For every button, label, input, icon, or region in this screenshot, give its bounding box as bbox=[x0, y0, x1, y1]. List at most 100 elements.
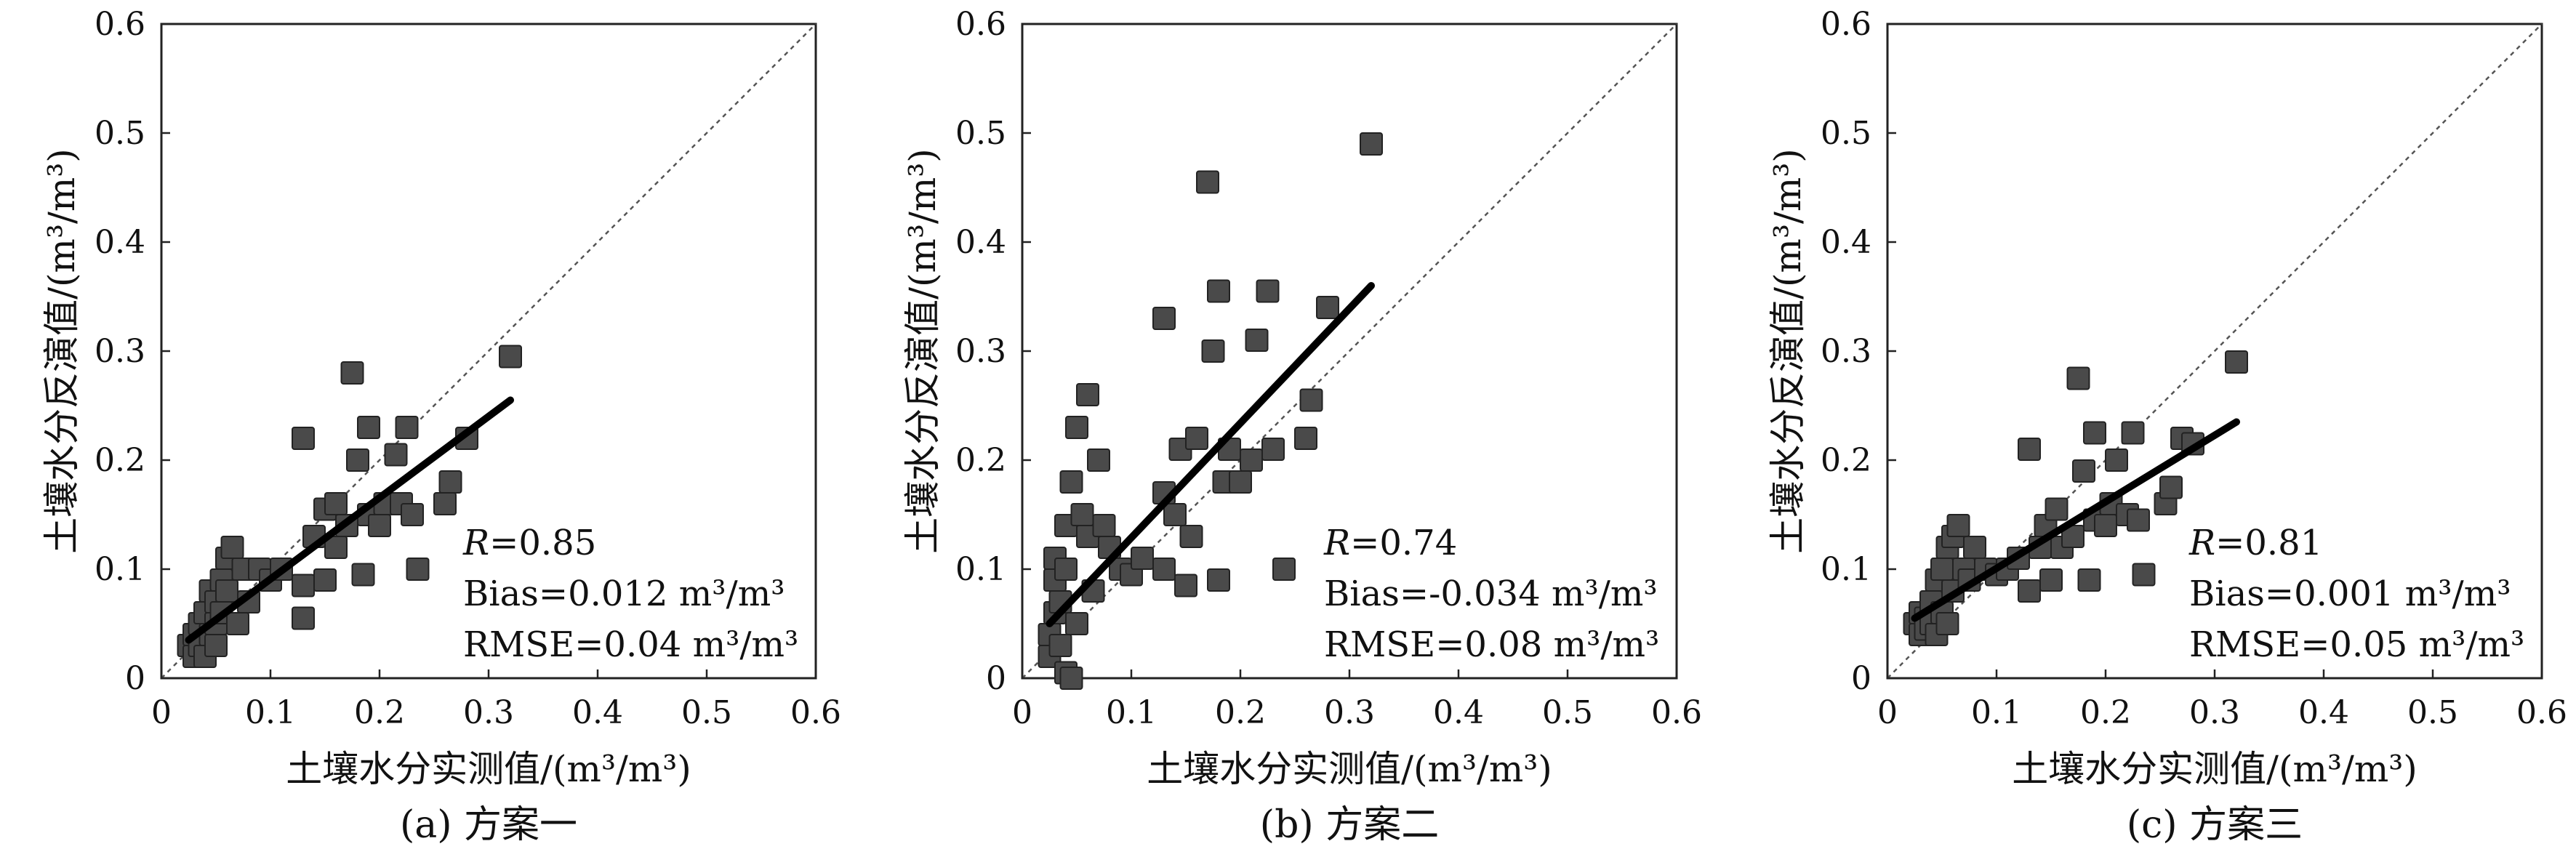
data-point bbox=[438, 470, 462, 494]
data-point bbox=[1272, 558, 1296, 581]
y-tick-label: 0.5 bbox=[95, 115, 145, 152]
panel-caption: (a) 方案一 bbox=[400, 803, 577, 847]
x-tick-label: 0.3 bbox=[2189, 694, 2240, 731]
y-tick-label: 0.2 bbox=[1821, 442, 1871, 479]
data-point bbox=[324, 492, 348, 515]
data-point bbox=[368, 514, 391, 537]
y-axis-label: 土壤水分反演值/(m³/m³) bbox=[41, 148, 83, 554]
data-point bbox=[1196, 170, 1219, 194]
data-point bbox=[1070, 503, 1094, 526]
x-tick-label: 0.4 bbox=[572, 694, 623, 731]
x-axis-label: 土壤水分实测值/(m³/m³) bbox=[2012, 748, 2417, 790]
x-tick-label: 0.5 bbox=[2407, 694, 2458, 731]
data-point bbox=[433, 492, 457, 515]
y-tick-label: 0.4 bbox=[95, 224, 145, 261]
data-point bbox=[1131, 547, 1154, 570]
data-point bbox=[1245, 329, 1269, 352]
data-point bbox=[1207, 568, 1230, 592]
y-axis-label: 土壤水分反演值/(m³/m³) bbox=[1767, 148, 1809, 554]
x-tick-label: 0.6 bbox=[1651, 694, 1702, 731]
stat-bias: Bias=-0.034 m³/m³ bbox=[1324, 574, 1658, 614]
stat-r: R=0.85 bbox=[462, 523, 596, 563]
data-point bbox=[2094, 514, 2117, 537]
data-point bbox=[351, 563, 375, 587]
data-point bbox=[1065, 612, 1088, 635]
data-point bbox=[1946, 514, 1970, 537]
panel-caption: (c) 方案三 bbox=[2127, 803, 2303, 847]
data-point bbox=[2083, 421, 2106, 445]
scatter-panel-3: 0 0.1 0.2 0.3 0.4 0.5 0.6 0 0.1 0.2 0.3 0.4 0.5 0.6 R=… bbox=[1767, 6, 2567, 847]
data-point bbox=[1930, 558, 1954, 581]
y-tick-label: 0.6 bbox=[95, 6, 145, 43]
x-axis-label: 土壤水分实测值/(m³/m³) bbox=[1147, 748, 1552, 790]
data-point bbox=[2105, 448, 2128, 472]
data-point bbox=[346, 448, 369, 472]
data-point bbox=[1059, 667, 1083, 690]
x-tick-label: 0 bbox=[1012, 694, 1032, 731]
y-tick-label: 0.1 bbox=[95, 551, 145, 588]
data-point bbox=[1299, 388, 1323, 412]
data-point bbox=[2132, 563, 2156, 587]
fit-line bbox=[185, 396, 514, 644]
stat-rmse: RMSE=0.04 m³/m³ bbox=[463, 624, 798, 665]
y-tick-label: 0.3 bbox=[1821, 333, 1871, 370]
data-point bbox=[2159, 475, 2183, 499]
data-point bbox=[292, 574, 315, 598]
y-tick-label: 0.6 bbox=[955, 6, 1006, 43]
one-to-one-line bbox=[1887, 23, 2543, 679]
data-point bbox=[395, 416, 419, 439]
data-point bbox=[1048, 634, 1072, 657]
data-point bbox=[1207, 279, 1230, 303]
x-tick-label: 0.6 bbox=[2516, 694, 2567, 731]
data-point bbox=[1316, 296, 1339, 319]
data-point bbox=[1240, 448, 1263, 472]
y-tick-label: 0.2 bbox=[955, 442, 1006, 479]
x-tick-label: 0.1 bbox=[1106, 694, 1157, 731]
data-point bbox=[1261, 438, 1285, 461]
fit-line bbox=[1046, 282, 1375, 627]
x-tick-label: 0.4 bbox=[2298, 694, 2349, 731]
one-to-one-line bbox=[161, 23, 816, 679]
fit-line bbox=[1911, 418, 2240, 622]
data-point bbox=[292, 606, 315, 630]
y-tick-label: 0 bbox=[986, 660, 1006, 697]
x-tick-label: 0.6 bbox=[790, 694, 841, 731]
data-point bbox=[2072, 459, 2095, 483]
stat-bias: Bias=0.001 m³/m³ bbox=[2189, 574, 2511, 614]
data-point bbox=[340, 361, 364, 385]
y-tick-label: 0.5 bbox=[1821, 115, 1871, 152]
data-point bbox=[215, 579, 238, 603]
data-point bbox=[2018, 579, 2041, 603]
x-tick-label: 0.2 bbox=[354, 694, 405, 731]
data-point bbox=[1087, 448, 1110, 472]
x-tick-label: 0.1 bbox=[1971, 694, 2022, 731]
data-point bbox=[384, 443, 408, 467]
stat-rmse: RMSE=0.05 m³/m³ bbox=[2189, 624, 2524, 665]
x-tick-label: 0.3 bbox=[1324, 694, 1375, 731]
y-tick-label: 0.3 bbox=[955, 333, 1006, 370]
y-tick-label: 0.1 bbox=[1821, 551, 1871, 588]
data-point bbox=[313, 568, 337, 592]
data-point bbox=[1174, 574, 1197, 598]
scatter-panel-2: 0 0.1 0.2 0.3 0.4 0.5 0.6 0 0.1 0.2 0.3 0.4 0.5 0.6 R=… bbox=[902, 6, 1702, 847]
data-point bbox=[2045, 497, 2069, 521]
data-point bbox=[2066, 366, 2090, 390]
data-point bbox=[1076, 383, 1099, 406]
y-axis-label: 土壤水分反演值/(m³/m³) bbox=[902, 148, 944, 554]
y-tick-label: 0.2 bbox=[95, 442, 145, 479]
data-point bbox=[357, 416, 380, 439]
data-point bbox=[1963, 536, 1986, 559]
data-point bbox=[1152, 558, 1176, 581]
data-point bbox=[1935, 612, 1959, 635]
y-tick-label: 0.5 bbox=[955, 115, 1006, 152]
y-tick-label: 0 bbox=[1851, 660, 1871, 697]
data-point bbox=[1059, 470, 1083, 494]
data-point bbox=[401, 503, 424, 526]
stat-rmse: RMSE=0.08 m³/m³ bbox=[1324, 624, 1659, 665]
data-point bbox=[1229, 470, 1252, 494]
stat-r: R=0.81 bbox=[2188, 523, 2322, 563]
data-point bbox=[292, 427, 315, 450]
data-point bbox=[1065, 416, 1088, 439]
data-point bbox=[499, 345, 522, 369]
